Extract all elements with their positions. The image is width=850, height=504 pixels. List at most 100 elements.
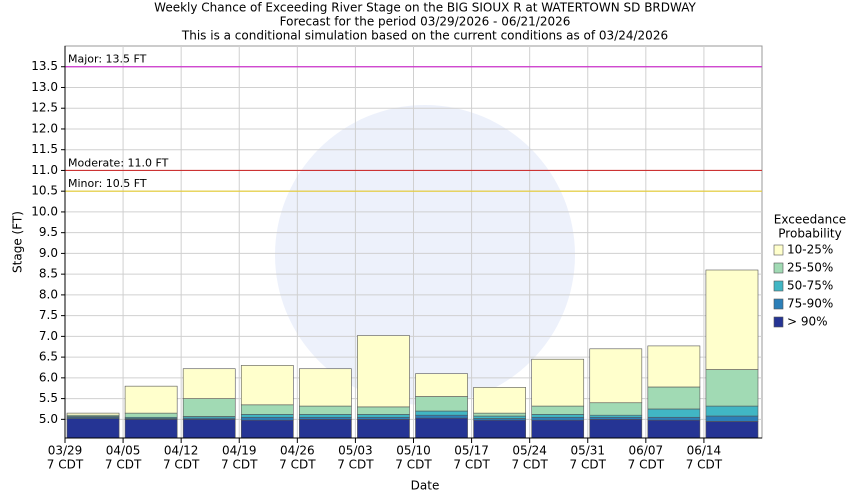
legend-swatch — [773, 298, 784, 310]
bar-segment — [299, 368, 352, 407]
legend-label: 50-75% — [787, 279, 833, 293]
x-tick-label: 06/07 — [629, 444, 664, 458]
bar-segment — [124, 385, 178, 414]
x-tick-label: 05/31 — [570, 444, 605, 458]
y-tick-label: 5.0 — [39, 412, 58, 426]
bar-segment — [66, 418, 120, 439]
bar-segment — [705, 415, 759, 422]
chart-title: Forecast for the period 03/29/2026 - 06/… — [280, 15, 571, 29]
x-tick-sublabel: 7 CDT — [395, 458, 432, 472]
bar-segment — [357, 414, 410, 418]
bar-segment — [124, 412, 178, 418]
bar-segment — [647, 408, 701, 418]
bar-segment — [473, 412, 526, 417]
x-tick-sublabel: 7 CDT — [47, 458, 84, 472]
legend-swatch — [773, 280, 784, 292]
y-tick-label: 7.0 — [39, 329, 58, 343]
bar-segment — [240, 416, 294, 421]
bar-segment — [589, 402, 643, 416]
bar-segment — [240, 365, 294, 406]
bar-segment — [647, 416, 701, 421]
x-tick-label: 05/24 — [512, 444, 547, 458]
legend-title: Exceedance — [774, 213, 846, 227]
y-tick-label: 11.0 — [31, 163, 58, 177]
legend-swatch — [773, 262, 784, 274]
x-tick-sublabel: 7 CDT — [453, 458, 490, 472]
watermark — [275, 105, 575, 405]
x-tick-label: 05/17 — [454, 444, 489, 458]
chart-title: Weekly Chance of Exceeding River Stage o… — [154, 1, 696, 15]
x-tick-sublabel: 7 CDT — [221, 458, 258, 472]
y-tick-label: 13.0 — [31, 80, 58, 94]
bar-segment — [705, 405, 759, 417]
y-tick-label: 10.5 — [31, 184, 58, 198]
bar-segment — [589, 419, 643, 439]
y-tick-label: 6.0 — [39, 370, 58, 384]
x-tick-label: 04/12 — [164, 444, 199, 458]
y-tick-label: 10.0 — [31, 204, 58, 218]
bar-segment — [531, 405, 585, 415]
y-tick-label: 11.5 — [31, 142, 58, 156]
x-tick-sublabel: 7 CDT — [163, 458, 200, 472]
x-tick-sublabel: 7 CDT — [570, 458, 607, 472]
threshold-label: Minor: 10.5 FT — [68, 177, 147, 190]
bar-segment — [357, 406, 410, 415]
bar-segment — [647, 419, 701, 439]
legend-swatch — [773, 244, 784, 256]
bar-segment — [415, 414, 468, 419]
x-tick-label: 05/10 — [396, 444, 431, 458]
bar-segment — [705, 269, 759, 370]
bar-segment — [473, 387, 526, 414]
legend-label: 10-25% — [787, 243, 833, 257]
legend-title: Probability — [778, 227, 841, 241]
bar-segment — [589, 348, 643, 404]
y-tick-label: 9.0 — [39, 246, 58, 260]
bar-segment — [473, 415, 526, 419]
x-tick-label: 06/14 — [687, 444, 722, 458]
bar-segment — [415, 410, 468, 416]
bar-segment — [299, 419, 352, 439]
legend-label: > 90% — [787, 315, 828, 329]
y-tick-label: 7.5 — [39, 308, 58, 322]
bar-segment — [473, 419, 526, 439]
y-axis-title: Stage (FT) — [11, 211, 25, 273]
y-tick-label: 5.5 — [39, 391, 58, 405]
bar-segment — [182, 368, 236, 399]
x-tick-sublabel: 7 CDT — [511, 458, 548, 472]
bar-segment — [415, 417, 468, 439]
x-tick-sublabel: 7 CDT — [105, 458, 142, 472]
x-tick-sublabel: 7 CDT — [628, 458, 665, 472]
bar-segment — [589, 416, 643, 420]
bar-segment — [66, 412, 120, 416]
bar-segment — [357, 335, 410, 408]
bar-segment — [531, 358, 585, 407]
bar-segment — [705, 421, 759, 439]
bar-segment — [415, 373, 468, 397]
bar-segment — [240, 419, 294, 439]
y-tick-label: 8.5 — [39, 267, 58, 281]
bar-segment — [299, 414, 352, 418]
x-tick-label: 05/03 — [338, 444, 373, 458]
bar-segment — [182, 398, 236, 417]
x-axis-title: Date — [411, 479, 440, 493]
bar-segment — [240, 404, 294, 415]
y-tick-label: 12.0 — [31, 121, 58, 135]
threshold-label: Major: 13.5 FT — [68, 53, 147, 66]
x-tick-label: 04/19 — [222, 444, 257, 458]
legend-label: 75-90% — [787, 297, 833, 311]
bar-segment — [647, 345, 701, 388]
x-tick-label: 04/26 — [280, 444, 315, 458]
bar-segment — [124, 419, 178, 439]
x-tick-sublabel: 7 CDT — [337, 458, 374, 472]
bar-segment — [647, 386, 701, 410]
bar-segment — [531, 419, 585, 439]
y-tick-label: 9.5 — [39, 225, 58, 239]
legend-label: 25-50% — [787, 261, 833, 275]
y-tick-label: 12.5 — [31, 101, 58, 115]
legend-swatch — [773, 316, 784, 328]
chart-title: This is a conditional simulation based o… — [181, 29, 668, 43]
x-tick-sublabel: 7 CDT — [686, 458, 723, 472]
x-tick-sublabel: 7 CDT — [279, 458, 316, 472]
bar-segment — [299, 416, 352, 420]
